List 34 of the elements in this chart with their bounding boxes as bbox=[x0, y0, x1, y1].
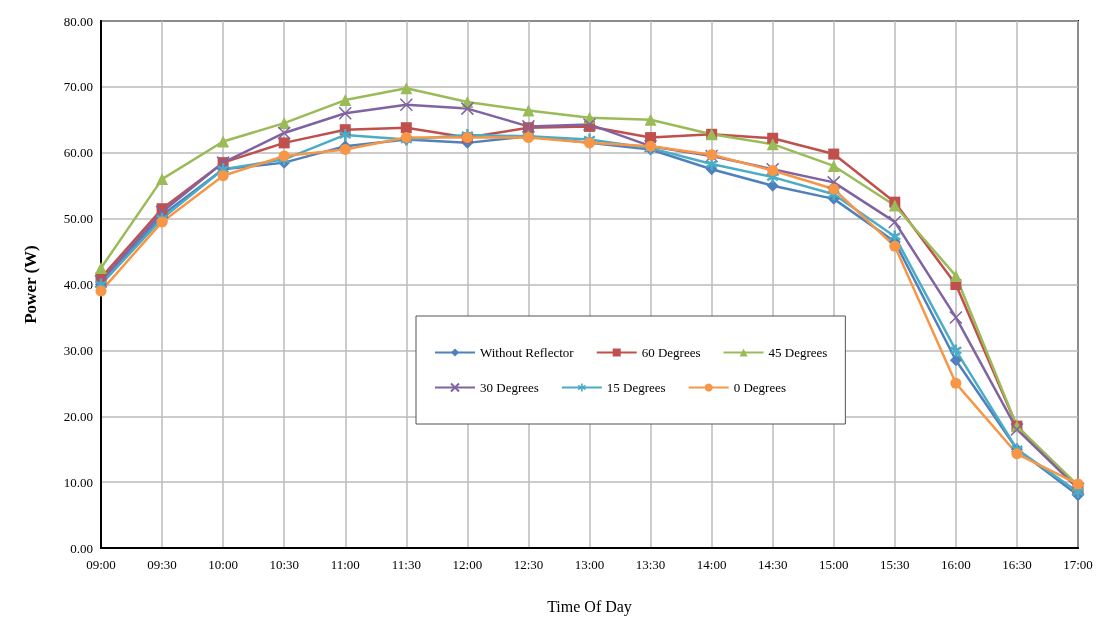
legend-label: 45 Degrees bbox=[768, 345, 828, 360]
x-tick-label: 12:00 bbox=[452, 557, 483, 572]
legend-label: Without Reflector bbox=[480, 345, 575, 360]
legend-label: 60 Degrees bbox=[641, 345, 701, 360]
x-tick-label: 14:30 bbox=[757, 557, 788, 572]
legend-label: 0 Degrees bbox=[733, 380, 787, 395]
x-tick-label: 15:30 bbox=[880, 557, 910, 572]
x-tick-label: 16:30 bbox=[1002, 557, 1032, 572]
y-tick-label: 60.00 bbox=[63, 145, 93, 161]
x-tick-label: 10:00 bbox=[208, 557, 238, 572]
y-tick-label: 20.00 bbox=[63, 408, 93, 424]
y-tick-label: 10.00 bbox=[63, 474, 93, 490]
x-tick-label: 09:30 bbox=[147, 557, 177, 572]
x-tick-label: 17:00 bbox=[1063, 557, 1093, 572]
x-tick-label: 13:00 bbox=[574, 557, 605, 572]
x-tick-label: 09:00 bbox=[86, 557, 116, 572]
legend-label: 30 Degrees bbox=[480, 380, 539, 395]
x-tick-label: 11:30 bbox=[391, 557, 421, 572]
x-tick-label: 16:00 bbox=[941, 557, 971, 572]
x-tick-label: 11:00 bbox=[330, 557, 360, 572]
x-tick-label: 13:30 bbox=[635, 557, 666, 572]
x-tick-label: 15:00 bbox=[818, 557, 849, 572]
y-tick-label: 50.00 bbox=[63, 211, 93, 227]
y-tick-label: 40.00 bbox=[63, 277, 93, 292]
y-tick-label: 30.00 bbox=[63, 342, 93, 358]
x-tick-label: 10:30 bbox=[269, 557, 299, 572]
legend-label: 15 Degrees bbox=[606, 380, 666, 395]
y-tick-label: 80.00 bbox=[63, 13, 93, 29]
y-tick-label: 70.00 bbox=[63, 79, 93, 95]
y-tick-label: 0.00 bbox=[70, 540, 93, 556]
x-tick-label: 12:30 bbox=[513, 557, 544, 572]
y-axis-title: Power (W) bbox=[21, 245, 40, 324]
x-tick-label: 14:00 bbox=[696, 557, 727, 572]
x-axis-title: Time Of Day bbox=[547, 597, 632, 616]
